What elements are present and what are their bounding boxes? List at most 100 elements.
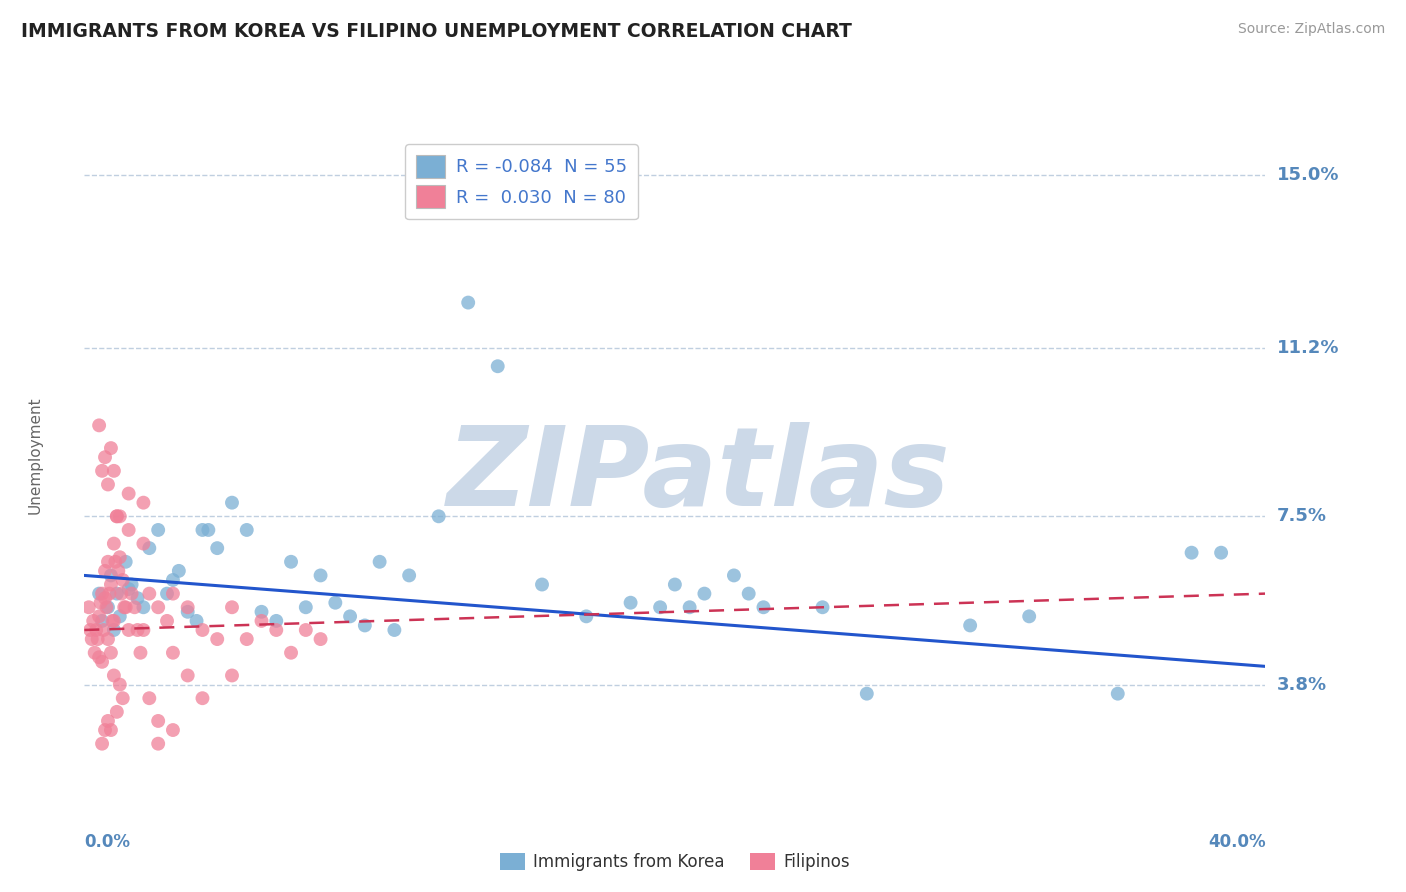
Point [96, 600, 118, 615]
Point [84, 623, 107, 637]
Point [100, 577, 122, 591]
Point [177, 605, 200, 619]
Point [138, 541, 160, 556]
Point [97, 555, 120, 569]
Point [295, 623, 318, 637]
Point [191, 523, 214, 537]
Point [112, 600, 135, 615]
Point [235, 523, 259, 537]
Point [100, 646, 122, 660]
Point [162, 586, 184, 600]
Point [93, 623, 115, 637]
Point [77, 600, 100, 615]
Point [91, 464, 114, 478]
Text: 15.0%: 15.0% [1277, 166, 1339, 185]
Point [723, 568, 745, 582]
Point [148, 523, 170, 537]
Point [108, 677, 131, 691]
Point [167, 564, 190, 578]
Point [104, 555, 127, 569]
Point [221, 496, 243, 510]
Point [457, 295, 479, 310]
Point [1209, 546, 1232, 560]
Point [111, 691, 134, 706]
Point [738, 586, 761, 600]
Text: 7.5%: 7.5% [1277, 508, 1326, 525]
Point [664, 577, 686, 591]
Point [132, 496, 155, 510]
Point [103, 614, 125, 628]
Point [110, 586, 132, 600]
Point [91, 586, 114, 600]
Point [382, 623, 406, 637]
Point [98, 586, 121, 600]
Point [118, 523, 141, 537]
Point [91, 737, 114, 751]
Point [398, 568, 420, 582]
Point [97, 477, 120, 491]
Point [97, 632, 120, 646]
Point [87, 418, 111, 433]
Point [108, 609, 131, 624]
Point [132, 623, 155, 637]
Point [156, 586, 179, 600]
Point [959, 618, 981, 632]
Point [693, 586, 716, 600]
Point [91, 614, 114, 628]
Point [107, 564, 129, 578]
Point [148, 600, 170, 615]
Point [205, 632, 228, 646]
Point [111, 573, 134, 587]
Text: ZIPatlas: ZIPatlas [447, 422, 950, 529]
Point [619, 596, 641, 610]
Point [82, 614, 104, 628]
Text: 40.0%: 40.0% [1208, 833, 1265, 851]
Point [94, 450, 117, 465]
Point [280, 646, 302, 660]
Point [264, 623, 288, 637]
Point [221, 600, 243, 615]
Point [235, 632, 259, 646]
Point [309, 632, 332, 646]
Point [221, 668, 243, 682]
Point [575, 609, 598, 624]
Point [86, 632, 108, 646]
Point [114, 600, 136, 615]
Point [138, 691, 160, 706]
Point [129, 646, 152, 660]
Point [309, 568, 332, 582]
Point [427, 509, 450, 524]
Point [105, 509, 128, 524]
Point [124, 600, 146, 615]
Point [79, 623, 101, 637]
Point [132, 600, 155, 615]
Text: 0.0%: 0.0% [84, 833, 131, 851]
Point [811, 600, 834, 615]
Point [162, 573, 184, 587]
Point [121, 577, 143, 591]
Point [87, 586, 111, 600]
Text: 3.8%: 3.8% [1277, 675, 1327, 694]
Point [105, 705, 128, 719]
Text: 11.2%: 11.2% [1277, 339, 1339, 357]
Point [264, 614, 288, 628]
Text: Unemployment: Unemployment [28, 396, 44, 514]
Point [323, 596, 347, 610]
Point [752, 600, 775, 615]
Point [250, 605, 273, 619]
Point [90, 596, 112, 610]
Point [205, 541, 228, 556]
Point [148, 737, 170, 751]
Point [97, 600, 120, 615]
Point [103, 536, 125, 550]
Point [100, 568, 122, 582]
Point [80, 632, 103, 646]
Point [127, 591, 149, 606]
Point [103, 623, 125, 637]
Point [121, 586, 143, 600]
Point [148, 714, 170, 728]
Point [114, 555, 136, 569]
Point [138, 586, 160, 600]
Point [531, 577, 554, 591]
Point [486, 359, 509, 374]
